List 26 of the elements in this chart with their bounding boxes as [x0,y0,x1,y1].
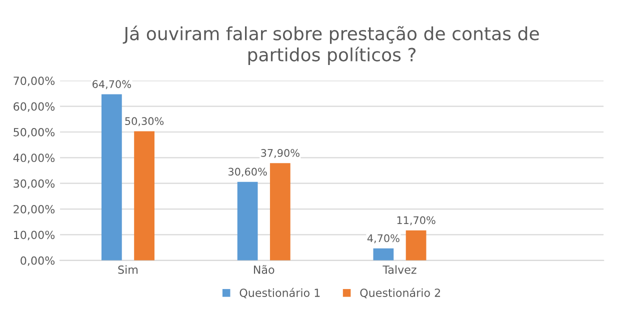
x-tick-label: Sim [118,265,138,274]
bar [373,248,394,260]
y-tick-label: 60,00% [14,102,55,112]
y-tick-label: 10,00% [14,230,55,240]
bar [270,163,290,260]
x-tick-label: Talvez [382,265,416,274]
bar [237,182,258,260]
y-tick-label: 40,00% [13,154,55,164]
data-label: 50,30% [125,117,164,126]
legend-label: Questionário 2 [360,288,440,298]
data-label: 37,90% [261,149,300,158]
y-tick-label: 50,00% [14,128,55,138]
data-label: 30,60% [228,168,267,177]
y-tick-label: 0,00% [20,256,55,266]
y-tick-label: 70,00% [14,76,55,86]
bar [101,94,122,260]
y-tick-label: 30,00% [14,179,55,189]
bar [406,230,426,260]
chart-title: Já ouviram falar sobre prestação de contas de partidos políticos ? [122,26,539,65]
y-tick-label: 20,00% [14,205,55,215]
data-label: 11,70% [397,216,436,226]
data-label: 64,70% [92,80,131,90]
x-tick-label: Não [254,265,274,274]
data-label: 4,70% [367,234,400,244]
legend-label: Questionário 1 [240,288,320,298]
bar [134,131,154,260]
